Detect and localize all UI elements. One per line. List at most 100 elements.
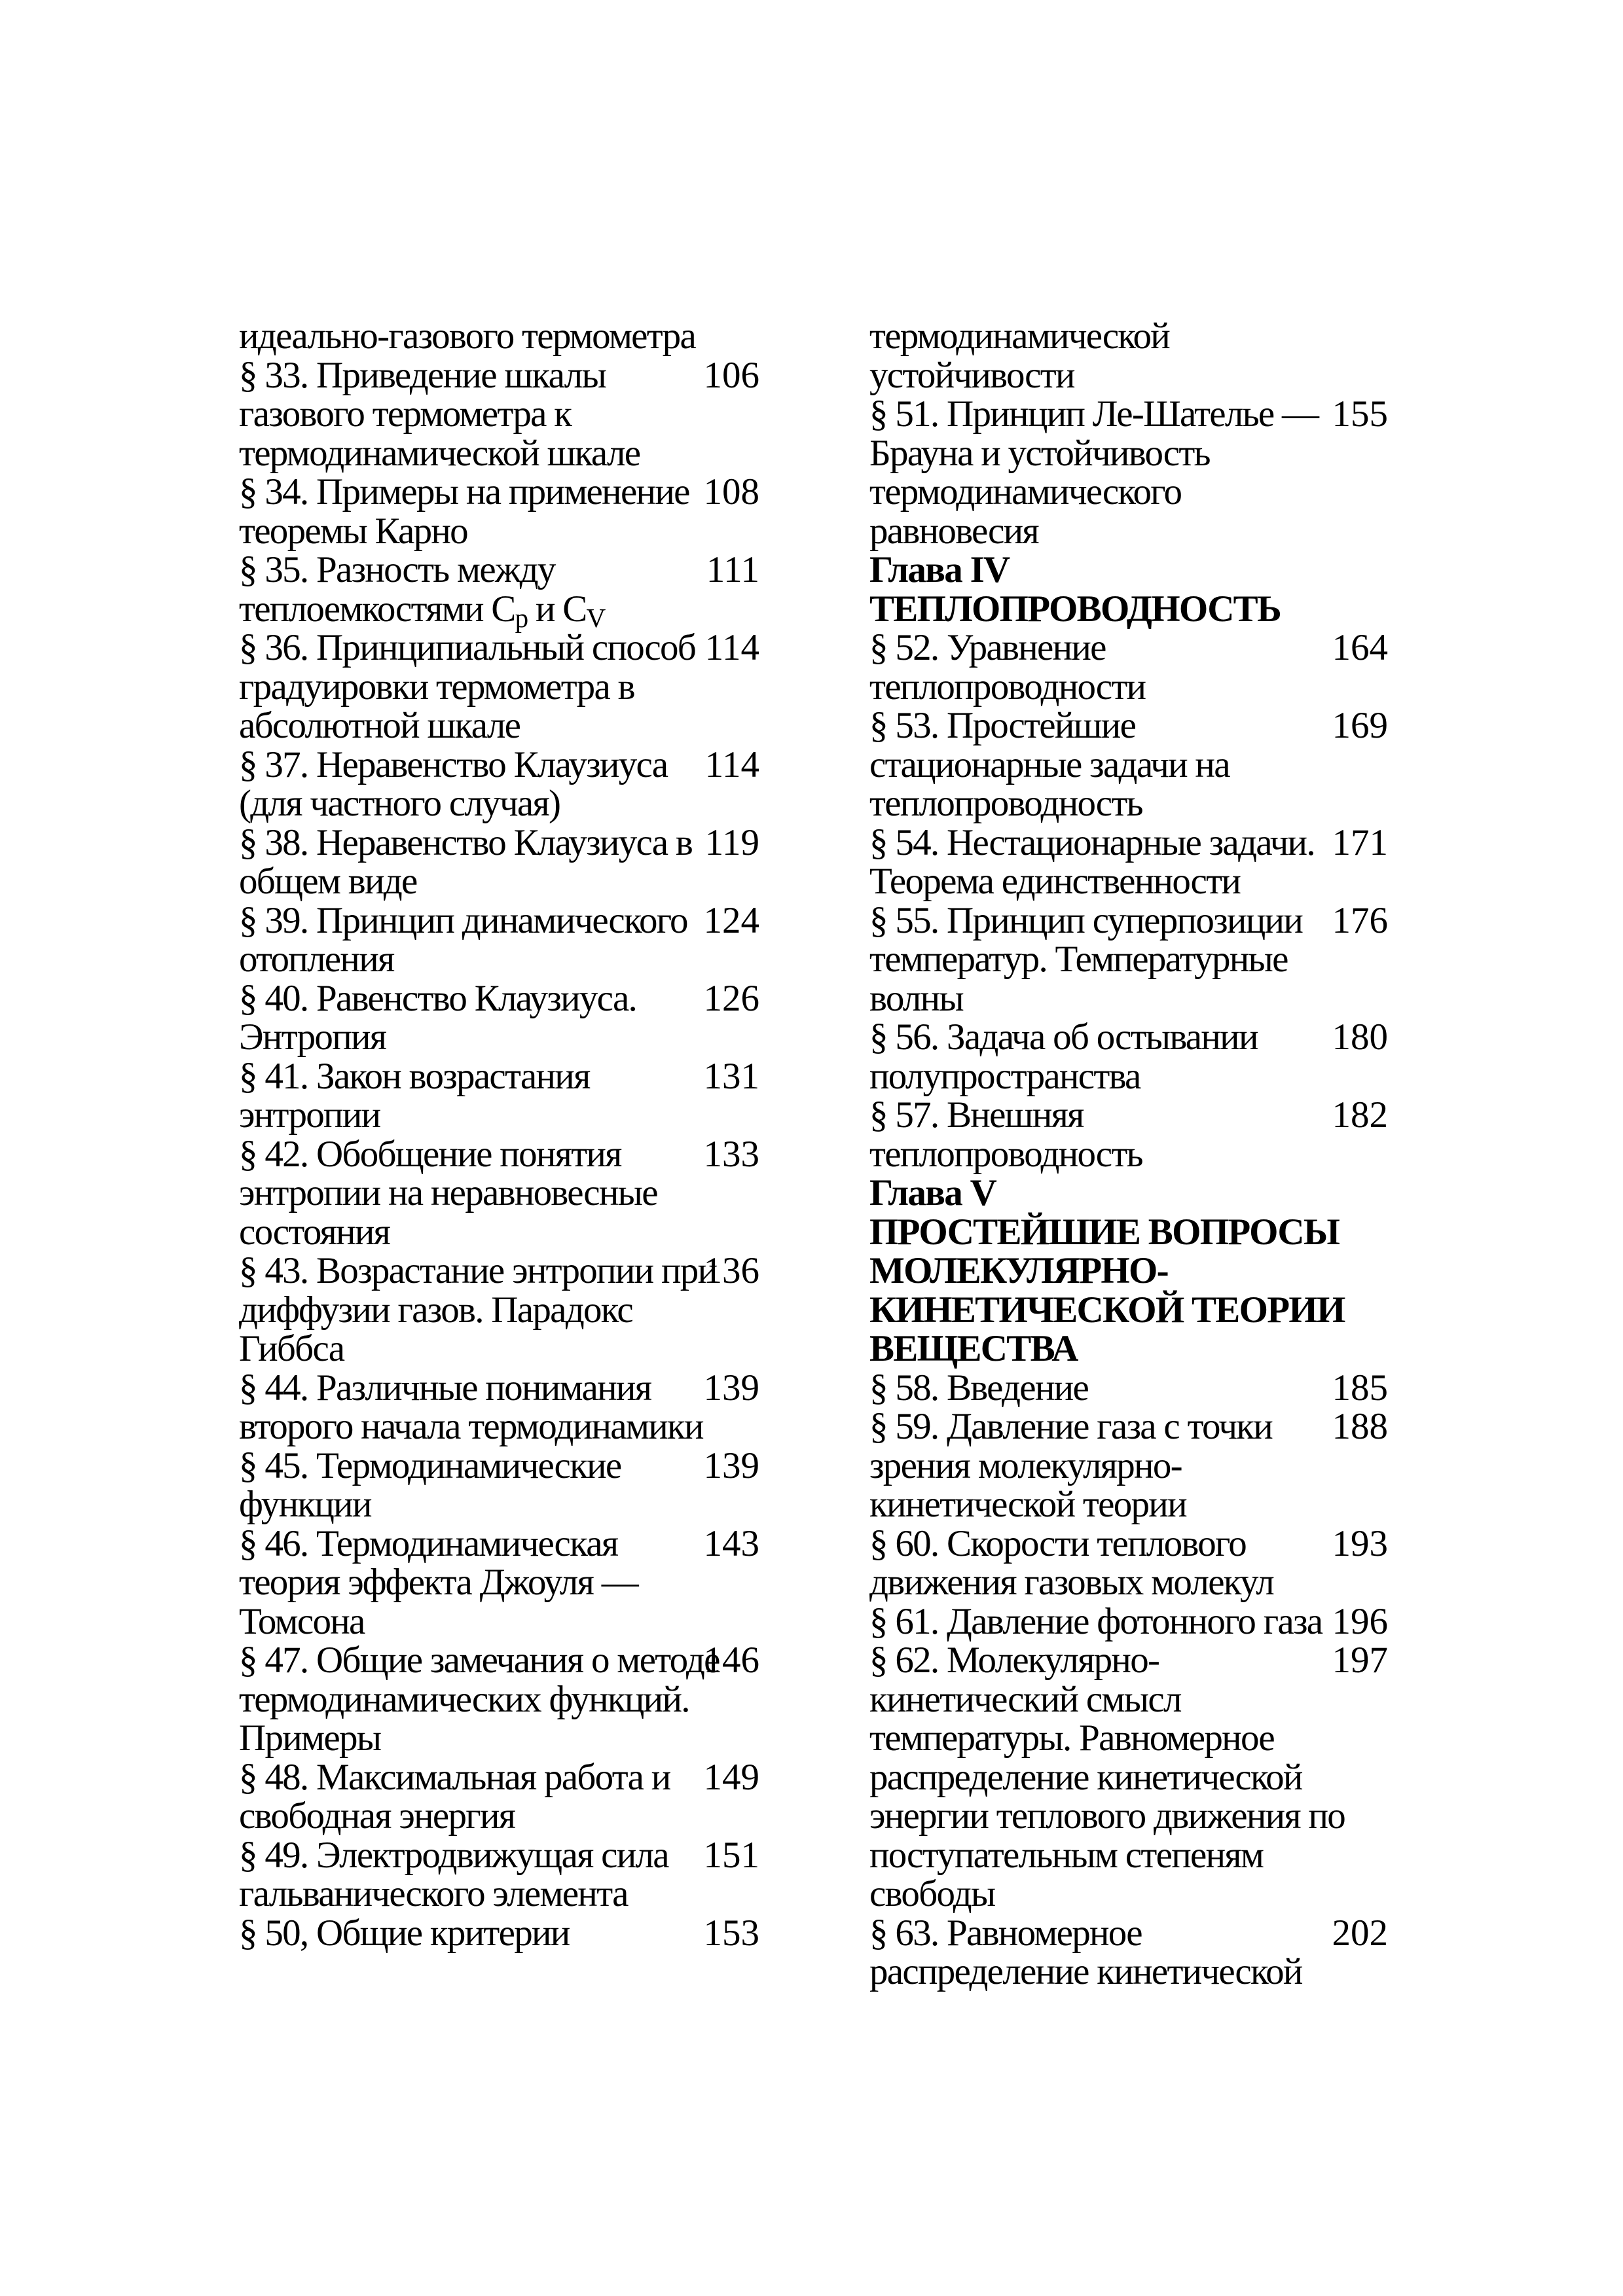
toc-entry-text: термодинамического (869, 471, 1182, 512)
toc-entry-text: температур. Температурные (869, 939, 1288, 980)
toc-page-number: 155 (1332, 393, 1389, 435)
toc-line: § 63. Равномерное 202 (869, 1912, 1388, 1954)
toc-line: § 40. Равенство Клаузиуса. 126 (239, 977, 760, 1019)
toc-line: функции (239, 1485, 759, 1524)
toc-entry-text-segment: теплоемкостями C (239, 588, 516, 630)
toc-line: кинетической теории (869, 1485, 1388, 1524)
toc-line: распределение кинетической (869, 1952, 1388, 1992)
toc-entry-text: § 35. Разность между (239, 549, 556, 590)
toc-entry-text: состояния (239, 1211, 391, 1253)
toc-page-number: 124 (703, 899, 760, 941)
toc-entry-text: § 39. Принцип динамического (239, 899, 689, 941)
toc-entry-text: отопления (239, 939, 395, 980)
toc-line: Гиббса (239, 1329, 759, 1369)
toc-line: диффузии газов. Парадокс (239, 1290, 759, 1330)
toc-line: термодинамического (869, 473, 1388, 512)
toc-line: § 51. Принцип Ле-Шателье — 155 (869, 395, 1388, 434)
toc-line: ВЕЩЕСТВА (869, 1329, 1388, 1369)
toc-entry-text: § 63. Равномерное (869, 1912, 1143, 1954)
toc-entry-text: Теорема единственности (869, 861, 1241, 902)
toc-line: Томсона (239, 1602, 759, 1641)
toc-line: термодинамических функций. (239, 1678, 759, 1720)
toc-line: § 60. Скорости теплового 193 (869, 1524, 1388, 1564)
toc-entry-text: Гиббса (239, 1328, 345, 1369)
toc-entry-text: § 33. Приведение шкалы (239, 354, 607, 396)
toc-line: § 62. Молекулярно- 197 (869, 1641, 1388, 1680)
toc-line: теория эффекта Джоуля — (239, 1563, 759, 1602)
toc-entry-text: поступательным степеням (869, 1834, 1264, 1876)
toc-line: полупространства (869, 1056, 1388, 1096)
toc-line: термодинамической шкале (239, 432, 759, 474)
toc-line: энтропии (239, 1096, 759, 1135)
toc-entry-text: § 41. Закон возрастания (239, 1055, 591, 1097)
toc-entry-text: функции (239, 1484, 372, 1525)
toc-entry-text: температуры. Равномерное (869, 1717, 1275, 1759)
toc-line: состояния (239, 1211, 759, 1253)
toc-entry-text: § 51. Принцип Ле-Шателье — (869, 393, 1319, 435)
toc-line: § 56. Задача об остывании 180 (869, 1018, 1388, 1057)
toc-line: Глава IV (869, 550, 1388, 590)
toc-entry-text: второго начала термодинамики (239, 1406, 704, 1447)
toc-entry-text: термодинамических функций. (239, 1678, 691, 1720)
toc-entry-text: термодинамической шкале (239, 432, 641, 474)
toc-line: общем виде (239, 862, 759, 901)
toc-page-number: 126 (703, 977, 760, 1019)
toc-line: гальванического элемента (239, 1874, 759, 1914)
toc-entry-text: Томсона (239, 1600, 365, 1642)
toc-entry-text: § 49. Электродвижущая сила (239, 1834, 670, 1876)
toc-line: свободная энергия (239, 1797, 759, 1836)
toc-entry-text-segment: и C (527, 588, 587, 630)
toc-entry-text: § 58. Введение (869, 1367, 1089, 1408)
toc-page-number: 119 (704, 821, 759, 863)
toc-entry-text: гальванического элемента (239, 1873, 629, 1914)
toc-line: § 61. Давление фотонного газа 196 (869, 1602, 1388, 1641)
toc-entry-text: кинетический смысл (869, 1678, 1182, 1720)
toc-entry-text: ТЕПЛОПРОВОДНОСТЬ (869, 588, 1282, 630)
toc-line: Глава V (869, 1174, 1388, 1213)
toc-entry-text: свободы (869, 1873, 996, 1914)
toc-entry-text: § 42. Обобщение понятия (239, 1133, 622, 1175)
toc-line: теплопроводности (869, 666, 1388, 708)
toc-line: § 59. Давление газа с точки 188 (869, 1407, 1388, 1446)
toc-page-number: 153 (703, 1912, 760, 1954)
toc-line: теплопроводность (869, 784, 1388, 823)
toc-line: распределение кинетической (869, 1757, 1388, 1797)
toc-entry-text: § 45. Термодинамические (239, 1444, 622, 1486)
toc-entry-text: § 43. Возрастание энтропии при (239, 1250, 718, 1291)
toc-entry-text: газового термометра к (239, 393, 572, 435)
toc-entry-text: теплопроводность (869, 783, 1144, 824)
toc-page-number: 139 (703, 1367, 760, 1408)
toc-entry-text: термодинамической (869, 315, 1171, 357)
toc-line: § 43. Возрастание энтропии при 136 (239, 1251, 759, 1291)
toc-line: § 36. Принципиальный способ 114 (239, 628, 759, 668)
toc-line: движения газовых молекул (869, 1563, 1388, 1602)
toc-page-number: 176 (1332, 899, 1389, 941)
toc-page-number: 143 (703, 1522, 760, 1564)
toc-line: ТЕПЛОПРОВОДНОСТЬ (869, 588, 1388, 630)
toc-entry-text: теплоемкостями Cp и CV (239, 588, 606, 632)
toc-page-number: 169 (1332, 705, 1389, 746)
toc-line: волны (869, 978, 1388, 1018)
toc-line: § 55. Принцип суперпозиции 176 (869, 901, 1388, 941)
toc-page-number: 185 (1332, 1367, 1389, 1408)
toc-column-right: термодинамической устойчивости § 51. Принц… (869, 317, 1388, 1992)
toc-entry-text: равновесия (869, 510, 1040, 552)
toc-page-number: 111 (706, 549, 759, 590)
toc-line: абсолютной шкале (239, 706, 759, 745)
toc-entry-text: теплопроводности (869, 666, 1146, 708)
toc-line: градуировки термометра в (239, 667, 759, 707)
toc-line: теплоемкостями Cp и CV (239, 588, 759, 632)
toc-entry-text: зрения молекулярно- (869, 1444, 1183, 1486)
toc-entry-text: § 54. Нестационарные задачи. (869, 821, 1316, 863)
toc-page-number: 164 (1332, 627, 1389, 668)
toc-page-number: 139 (703, 1444, 760, 1486)
toc-line: Брауна и устойчивость (869, 433, 1388, 473)
toc-entry-text: энтропии на неравновесные (239, 1172, 659, 1213)
toc-entry-text: § 60. Скорости теплового (869, 1522, 1247, 1564)
toc-line: § 33. Приведение шкалы 106 (239, 354, 759, 396)
toc-entry-text: § 61. Давление фотонного газа (869, 1600, 1323, 1642)
toc-page-number: 196 (1332, 1600, 1389, 1642)
toc-entry-text: § 53. Простейшие (869, 705, 1137, 746)
toc-entry-text: § 55. Принцип суперпозиции (869, 899, 1304, 941)
